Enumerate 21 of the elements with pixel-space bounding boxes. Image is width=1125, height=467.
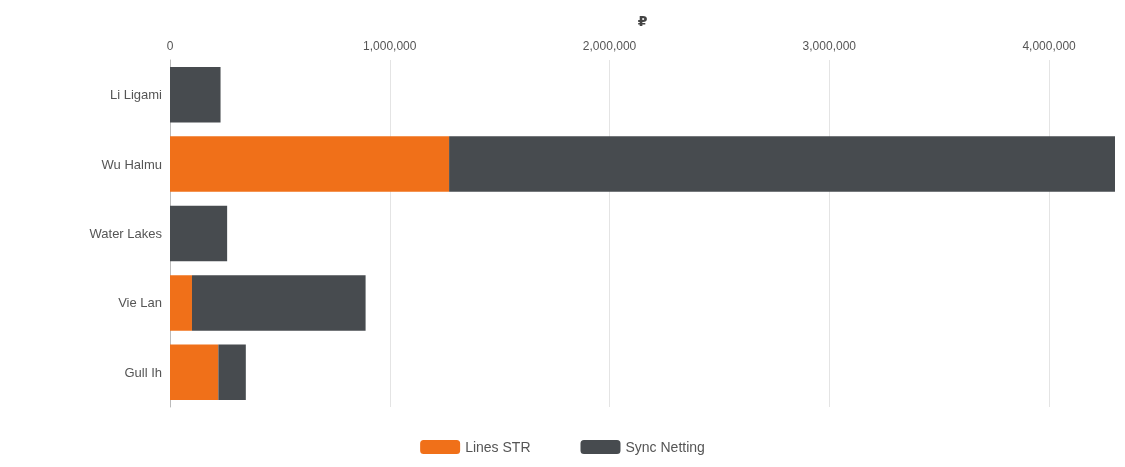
x-tick-label: 0 bbox=[166, 39, 174, 53]
y-tick-label: Vie Lan bbox=[118, 295, 162, 311]
y-tick-label: Li Ligami bbox=[109, 87, 163, 103]
x-axis-title: ₽ bbox=[637, 13, 648, 29]
legend-label: Sync Netting bbox=[625, 439, 705, 455]
x-tick-label: 2,000,000 bbox=[582, 39, 637, 53]
bar bbox=[170, 275, 192, 331]
legend-label: Lines STR bbox=[465, 439, 531, 455]
bar bbox=[170, 66, 221, 123]
bar bbox=[218, 344, 246, 401]
y-tick-label: Wu Halmu bbox=[101, 156, 162, 172]
bar bbox=[170, 136, 450, 192]
x-tick-label: 3,000,000 bbox=[802, 39, 857, 53]
bar bbox=[191, 275, 366, 331]
bar bbox=[170, 344, 219, 401]
x-tick-label: 4,000,000 bbox=[1022, 39, 1077, 53]
bar bbox=[449, 136, 1115, 192]
x-tick-label: 1,000,000 bbox=[363, 39, 417, 53]
y-tick-label: Water Lakes bbox=[89, 226, 163, 241]
y-tick-label: Gull Ih bbox=[124, 364, 162, 380]
bar bbox=[170, 205, 228, 262]
